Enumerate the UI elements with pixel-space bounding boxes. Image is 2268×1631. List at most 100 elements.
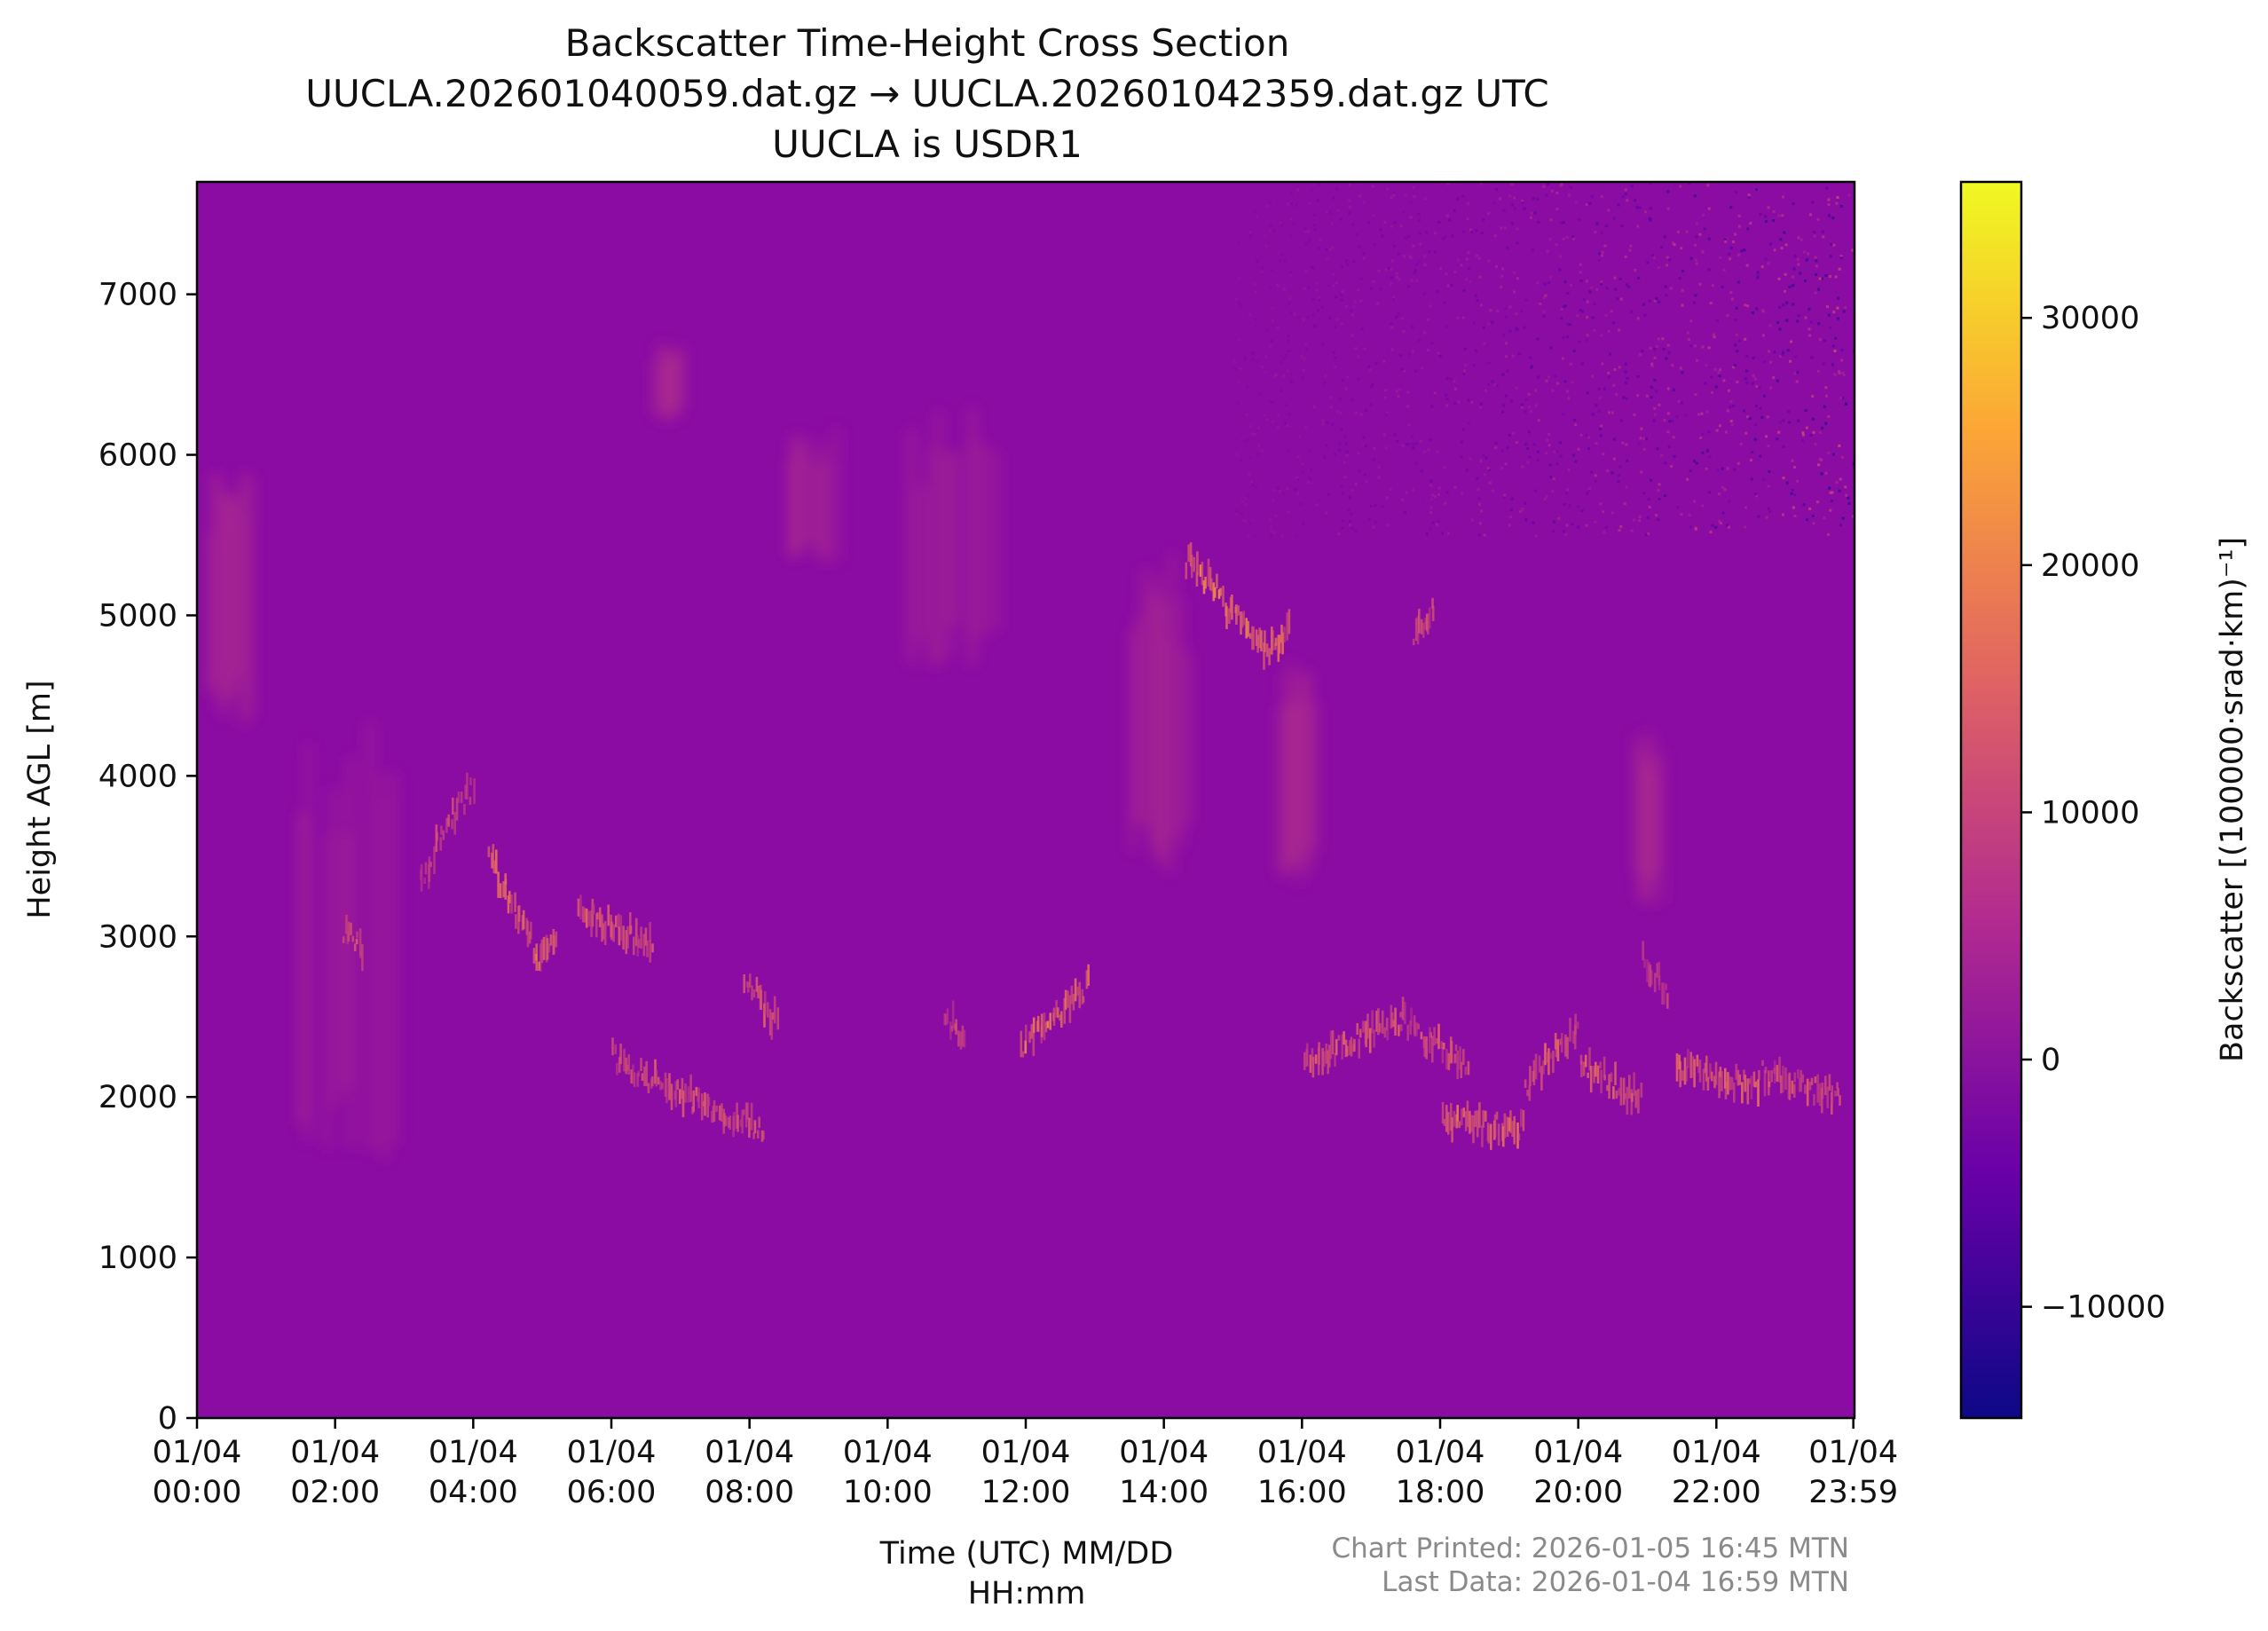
noise-speck (1739, 442, 1743, 445)
noise-speck (1816, 217, 1820, 221)
cloud-layer-segment (1268, 609, 1291, 666)
noise-speck (1478, 502, 1481, 506)
noise-speck (1545, 495, 1548, 499)
noise-speck (1745, 369, 1749, 373)
noise-speck (1839, 256, 1843, 259)
cloud-speck (1185, 562, 1188, 579)
cloud-speck (1076, 986, 1079, 997)
cloud-speck (1610, 1072, 1613, 1083)
noise-speck (1487, 361, 1491, 365)
noise-speck (1367, 221, 1371, 225)
cloud-speck (499, 883, 502, 898)
noise-speck (1560, 308, 1563, 311)
cloud-speck (618, 1057, 621, 1073)
cloud-speck (961, 1025, 965, 1047)
cloud-speck (1698, 1060, 1702, 1083)
noise-speck (1320, 305, 1324, 309)
noise-speck (1727, 525, 1730, 529)
cloud-speck (528, 931, 532, 944)
noise-speck (1272, 488, 1275, 492)
noise-speck (1782, 195, 1784, 199)
cloud-speck (1768, 1081, 1771, 1087)
cloud-speck (1418, 609, 1421, 634)
cloud-speck (1704, 1062, 1707, 1074)
cloud-speck (1082, 996, 1085, 1003)
noise-speck (1776, 379, 1779, 382)
noise-speck (1465, 257, 1469, 261)
noise-speck (1340, 429, 1343, 431)
noise-speck (1759, 212, 1762, 216)
noise-speck (1537, 375, 1540, 379)
noise-speck (1840, 455, 1844, 459)
virga-streak (349, 756, 354, 1146)
noise-speck (1469, 228, 1472, 232)
noise-speck (1713, 367, 1717, 371)
noise-speck (1334, 453, 1336, 456)
noise-speck (1264, 371, 1267, 374)
cloud-speck (1808, 1082, 1812, 1091)
noise-speck (1611, 321, 1615, 325)
noise-speck (1271, 339, 1274, 343)
noise-speck (1292, 222, 1295, 225)
x-tick-label: 12:00 (981, 1475, 1071, 1510)
noise-speck (1838, 267, 1841, 271)
cloud-speck (1445, 1105, 1448, 1132)
noise-speck (1833, 373, 1837, 376)
noise-speck (1489, 309, 1492, 312)
noise-speck (1422, 292, 1426, 295)
cloud-speck (630, 1069, 633, 1083)
cloud-layer-segment (1758, 1056, 1841, 1115)
cloud-speck (1721, 1071, 1723, 1091)
noise-speck (1777, 277, 1781, 280)
noise-speck (1317, 296, 1320, 300)
noise-speck (1386, 496, 1389, 500)
cloud-speck (1278, 634, 1281, 654)
noise-speck (1751, 451, 1754, 453)
noise-speck (1282, 492, 1286, 495)
noise-speck (1307, 230, 1311, 233)
cloud-speck (757, 985, 760, 999)
cloud-speck (356, 931, 358, 938)
noise-speck (1555, 243, 1558, 247)
cloud-speck (619, 1044, 622, 1065)
noise-speck (1586, 391, 1589, 395)
noise-speck (1621, 195, 1625, 199)
cloud-speck (447, 814, 450, 827)
noise-speck (1461, 194, 1465, 198)
cloud-speck (1268, 648, 1271, 666)
noise-speck (1655, 390, 1658, 393)
cloud-speck (1401, 997, 1405, 1020)
noise-speck (1448, 218, 1452, 222)
noise-speck (1334, 295, 1337, 298)
noise-speck (1238, 301, 1241, 304)
noise-speck (1482, 453, 1484, 457)
noise-speck (1832, 453, 1835, 456)
noise-speck (1407, 422, 1411, 426)
cloud-speck (1603, 1056, 1606, 1078)
noise-speck (1572, 453, 1575, 457)
noise-speck (1824, 422, 1828, 425)
noise-speck (1823, 405, 1826, 408)
cloud-speck (1064, 989, 1067, 1010)
noise-speck (1586, 492, 1588, 495)
virga-streak (672, 356, 676, 411)
noise-speck (1359, 277, 1363, 280)
noise-speck (1532, 443, 1536, 446)
noise-speck (1637, 276, 1641, 280)
cloud-speck (508, 890, 511, 903)
virga-streak (1658, 751, 1663, 894)
cloud-speck (957, 1030, 960, 1047)
noise-speck (1711, 284, 1714, 288)
noise-speck (1339, 411, 1343, 414)
cloud-speck (1213, 587, 1217, 598)
noise-speck (1597, 388, 1601, 390)
cloud-speck (1821, 1087, 1823, 1114)
noise-speck (1288, 350, 1291, 353)
noise-speck (1614, 288, 1618, 291)
cloud-speck (1381, 1010, 1384, 1034)
cloud-speck (1689, 1052, 1692, 1078)
noise-speck (1271, 269, 1274, 272)
noise-speck (1242, 519, 1246, 523)
noise-speck (1508, 329, 1512, 333)
